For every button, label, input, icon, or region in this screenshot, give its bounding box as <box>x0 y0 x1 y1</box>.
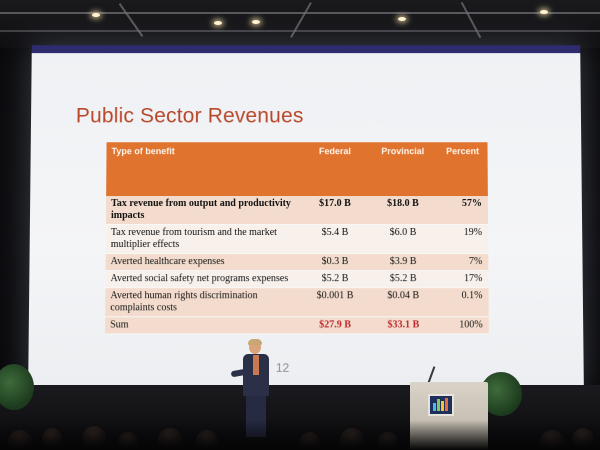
header-federal: Federal <box>302 142 368 197</box>
row-provincial: $18.0 B <box>367 196 439 225</box>
ceiling <box>0 0 600 48</box>
row-percent: 7% <box>438 253 489 271</box>
table-row: Tax revenue from tourism and the market … <box>105 224 489 254</box>
table-sum-row: Sum $27.9 B $33.1 B 100% <box>105 316 489 334</box>
row-type: Tax revenue from output and productivity… <box>105 196 303 225</box>
row-federal: $5.4 B <box>301 224 369 254</box>
plant-left <box>0 364 34 410</box>
row-percent: 17% <box>438 270 489 288</box>
row-type: Averted social safety net programs expen… <box>105 270 302 288</box>
slide-top-bar <box>31 45 581 54</box>
row-percent: 19% <box>438 224 489 254</box>
ceiling-truss <box>290 2 312 38</box>
table-row: Averted social safety net programs expen… <box>105 270 489 288</box>
logo-bar <box>445 398 448 411</box>
lectern-logo <box>428 394 454 416</box>
row-percent: 57% <box>437 196 489 225</box>
ceiling-light <box>398 17 406 21</box>
header-type: Type of benefit <box>106 142 303 197</box>
ceiling-light <box>540 10 548 14</box>
row-type: Averted human rights discrimination comp… <box>105 287 302 317</box>
row-provincial: $3.9 B <box>368 253 439 271</box>
row-provincial: $6.0 B <box>368 224 439 254</box>
header-percent: Percent <box>437 142 488 197</box>
ceiling-truss <box>0 30 600 32</box>
speaker-shirt <box>253 355 259 375</box>
row-provincial: $5.2 B <box>368 270 439 288</box>
ceiling-truss <box>0 12 600 14</box>
revenue-table: Type of benefit Federal Provincial Perce… <box>105 142 489 334</box>
row-type: Averted healthcare expenses <box>105 253 302 271</box>
row-federal: $5.2 B <box>301 270 369 288</box>
row-type: Tax revenue from tourism and the market … <box>105 224 302 254</box>
sum-percent: 100% <box>438 316 489 334</box>
table-row: Averted healthcare expenses $0.3 B $3.9 … <box>105 253 489 271</box>
speaker-hair <box>248 339 262 345</box>
row-federal: $0.001 B <box>301 287 369 317</box>
table-row: Tax revenue from output and productivity… <box>105 196 489 225</box>
table-row: Averted human rights discrimination comp… <box>105 287 489 317</box>
logo-bar <box>433 403 436 411</box>
table-header-row: Type of benefit Federal Provincial Perce… <box>106 142 488 197</box>
sum-federal: $27.9 B <box>301 316 369 334</box>
sum-label: Sum <box>105 316 302 334</box>
row-federal: $17.0 B <box>301 196 369 225</box>
floor-shadow <box>0 420 600 450</box>
projection-screen: Public Sector Revenues Type of benefit F… <box>28 45 584 388</box>
ceiling-truss <box>460 1 482 39</box>
row-percent: 0.1% <box>438 287 489 317</box>
sum-provincial: $33.1 B <box>368 316 439 334</box>
slide-title: Public Sector Revenues <box>75 104 304 128</box>
ceiling-light <box>214 21 222 25</box>
ceiling-light <box>252 20 260 24</box>
logo-bar <box>441 401 444 411</box>
row-provincial: $0.04 B <box>368 287 439 317</box>
row-federal: $0.3 B <box>301 253 369 271</box>
ceiling-light <box>92 13 100 17</box>
logo-bar <box>437 399 440 411</box>
header-provincial: Provincial <box>367 142 438 197</box>
